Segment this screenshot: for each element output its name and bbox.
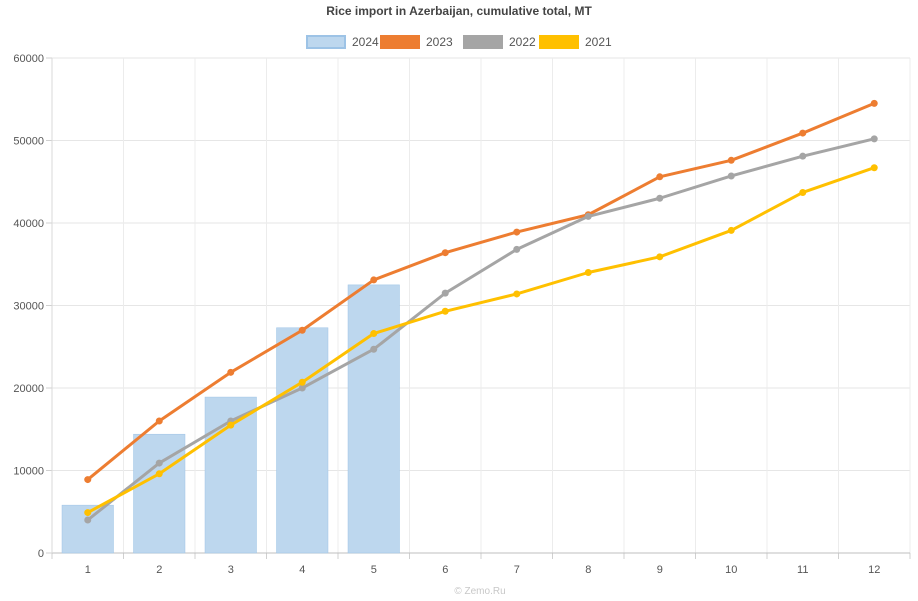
grid-lines — [51, 57, 911, 553]
point-2022 — [727, 172, 735, 180]
point-2021 — [441, 307, 449, 315]
credit-text: © Zemo.Ru — [454, 586, 505, 597]
point-2021 — [656, 253, 664, 261]
point-2023 — [799, 129, 807, 137]
point-2022 — [513, 245, 521, 253]
point-2021 — [298, 378, 306, 386]
point-2023 — [727, 156, 735, 164]
x-tick-label: 3 — [228, 564, 234, 576]
point-2022 — [584, 212, 592, 220]
point-2023 — [513, 228, 521, 236]
point-2021 — [370, 330, 378, 338]
point-2021 — [227, 421, 235, 429]
y-tick-label: 30000 — [13, 301, 44, 313]
point-2021 — [799, 188, 807, 196]
legend-label-2024: 2024 — [352, 35, 379, 49]
y-tick-label: 20000 — [13, 383, 44, 395]
point-2023 — [870, 99, 878, 107]
line-2023 — [86, 101, 876, 482]
x-tick-label: 8 — [585, 564, 591, 576]
point-2022 — [84, 516, 92, 524]
point-2023 — [441, 249, 449, 257]
point-2023 — [370, 276, 378, 284]
point-2021 — [513, 290, 521, 298]
bar-2024 — [276, 327, 329, 554]
y-tick-label: 60000 — [13, 53, 44, 65]
legend-swatch-2024 — [306, 35, 346, 49]
y-tick-label: 0 — [38, 548, 44, 560]
legend-swatch-2021 — [539, 35, 579, 49]
point-2023 — [84, 476, 92, 484]
legend: 2024 2023 2022 2021 — [306, 35, 612, 49]
point-2023 — [298, 326, 306, 334]
point-2021 — [584, 269, 592, 276]
line-2022 — [86, 137, 876, 522]
point-2021 — [84, 509, 92, 517]
line-2021 — [86, 166, 876, 515]
legend-label-2022: 2022 — [509, 35, 536, 49]
y-tick-label: 50000 — [13, 136, 44, 148]
x-tick-label: 7 — [514, 564, 520, 576]
x-tick-label: 6 — [442, 564, 448, 576]
point-2022 — [370, 345, 378, 353]
chart-title: Rice import in Azerbaijan, cumulative to… — [326, 4, 592, 18]
x-tick-label: 4 — [299, 564, 305, 576]
y-tick-label: 40000 — [13, 218, 44, 230]
point-2021 — [155, 470, 163, 478]
line-series — [84, 99, 878, 524]
x-tick-label: 11 — [797, 564, 808, 576]
point-2022 — [441, 289, 449, 297]
x-tick-label: 5 — [371, 564, 377, 576]
point-2022 — [155, 459, 163, 467]
point-2021 — [727, 226, 735, 234]
point-2022 — [656, 194, 664, 202]
x-tick-label: 1 — [85, 564, 91, 576]
point-2023 — [656, 173, 664, 181]
bar-series — [61, 284, 400, 554]
legend-label-2021: 2021 — [585, 35, 612, 49]
point-2022 — [870, 135, 878, 143]
bar-2024 — [347, 284, 400, 554]
legend-label-2023: 2023 — [426, 35, 453, 49]
legend-swatch-2023 — [380, 35, 420, 49]
point-2023 — [227, 368, 235, 376]
point-2022 — [298, 384, 306, 392]
x-tick-label: 10 — [725, 564, 737, 576]
x-tick-label: 12 — [868, 564, 880, 576]
point-2022 — [799, 152, 807, 160]
point-2021 — [870, 164, 878, 172]
legend-swatch-2022 — [463, 35, 503, 49]
point-2023 — [155, 417, 163, 425]
x-tick-label: 9 — [657, 564, 663, 576]
x-tick-label: 2 — [156, 564, 162, 576]
y-tick-label: 10000 — [13, 466, 44, 478]
